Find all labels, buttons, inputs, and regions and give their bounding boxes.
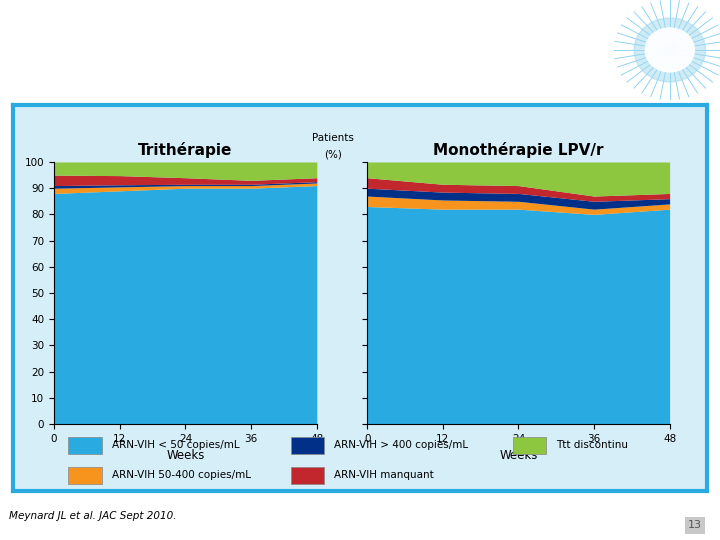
X-axis label: Weeks: Weeks	[499, 449, 538, 462]
Title: Monothérapie LPV/r: Monothérapie LPV/r	[433, 142, 603, 158]
X-axis label: Weeks: Weeks	[166, 449, 204, 462]
Text: Patients: Patients	[312, 133, 354, 143]
Text: ARN-VIH < 50 copies/mL: ARN-VIH < 50 copies/mL	[112, 440, 240, 450]
Circle shape	[634, 18, 706, 82]
Text: ARN-VIH > 400 copies/mL: ARN-VIH > 400 copies/mL	[334, 440, 469, 450]
Text: 13: 13	[688, 520, 702, 530]
FancyBboxPatch shape	[68, 467, 102, 484]
Text: Ttt discontinu: Ttt discontinu	[557, 440, 629, 450]
FancyBboxPatch shape	[513, 437, 546, 454]
FancyBboxPatch shape	[291, 467, 324, 484]
Circle shape	[645, 28, 694, 72]
FancyBboxPatch shape	[68, 437, 102, 454]
Text: ARN-VIH 50-400 copies/mL: ARN-VIH 50-400 copies/mL	[112, 470, 251, 480]
Text: (%): (%)	[324, 149, 341, 159]
Text: Essai KALESOLO : Statut des niveaux
d’ARN et des arrêts de traitement à S48: Essai KALESOLO : Statut des niveaux d’AR…	[11, 25, 485, 71]
Text: Meynard JL et al. JAC Sept 2010.: Meynard JL et al. JAC Sept 2010.	[9, 511, 176, 521]
FancyBboxPatch shape	[291, 437, 324, 454]
Title: Trithérapie: Trithérapie	[138, 142, 233, 158]
Text: ARN-VIH manquant: ARN-VIH manquant	[334, 470, 434, 480]
